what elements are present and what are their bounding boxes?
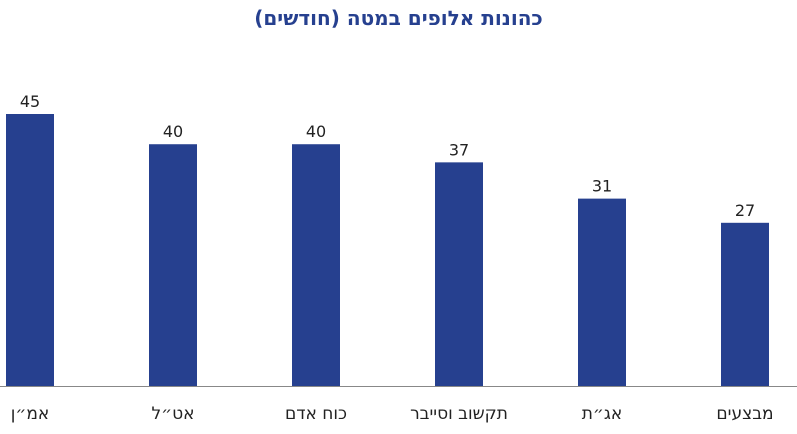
category-label-6: מבצעים	[716, 404, 773, 424]
category-label-1: אמ״ן	[11, 404, 50, 424]
value-labels-group: 45 40 40 37 31 27	[20, 92, 755, 220]
category-labels-group: אמ״ן אט״ל כוח אדם תקשוב וסייבר אג״ת מבצעים	[11, 404, 774, 424]
bars-group	[6, 114, 769, 386]
bar-value-label-1: 45	[20, 92, 40, 111]
bar-value-label-5: 31	[592, 177, 612, 196]
bar-value-label-3: 40	[306, 122, 326, 141]
bar-2	[149, 144, 197, 386]
bar-value-label-2: 40	[163, 122, 183, 141]
category-label-4: תקשוב וסייבר	[410, 404, 508, 424]
bar-value-label-6: 27	[735, 201, 755, 220]
bar-1	[6, 114, 54, 386]
category-label-3: כוח אדם	[285, 404, 347, 424]
category-label-5: אג״ת	[582, 404, 623, 424]
chart-title: כהונות אלופים במטה (חודשים)	[254, 6, 543, 30]
bar-3	[292, 144, 340, 386]
category-label-2: אט״ל	[151, 404, 194, 424]
bar-4	[435, 162, 483, 386]
bar-value-label-4: 37	[449, 140, 469, 159]
bar-6	[721, 222, 769, 386]
bar-5	[578, 198, 626, 386]
